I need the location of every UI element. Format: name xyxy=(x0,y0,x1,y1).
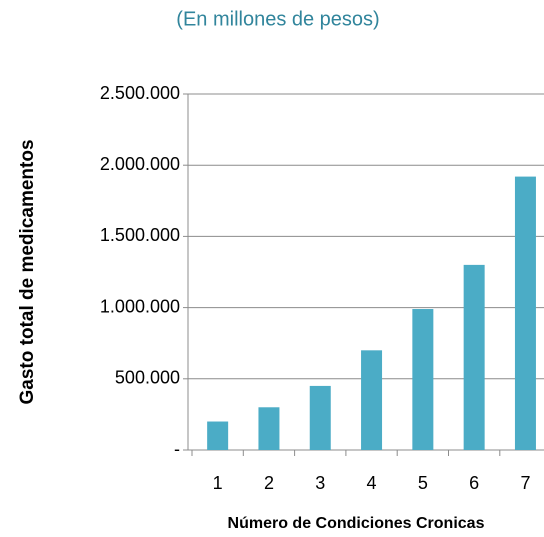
y-axis-label: Gasto total de medicamentos xyxy=(17,139,38,404)
bar xyxy=(258,407,280,450)
y-tick-label: 2.500.000 xyxy=(100,83,180,103)
x-tick-label: 1 xyxy=(213,473,223,493)
x-tick-label: 3 xyxy=(315,473,325,493)
x-tick-label: 5 xyxy=(418,473,428,493)
bar xyxy=(412,309,434,450)
bar xyxy=(207,421,229,450)
x-tick-label: 7 xyxy=(520,473,530,493)
bar xyxy=(309,385,331,450)
y-tick-label: 1.500.000 xyxy=(100,225,180,245)
y-tick-label: 2.000.000 xyxy=(100,154,180,174)
x-tick-label: 6 xyxy=(469,473,479,493)
x-axis-label: Número de Condiciones Cronicas xyxy=(228,515,485,532)
x-tick-label: 4 xyxy=(367,473,377,493)
y-tick-label: 500.000 xyxy=(115,368,180,388)
y-tick-label: - xyxy=(174,439,180,459)
chart-subtitle: (En millones de pesos) xyxy=(176,8,379,30)
bar xyxy=(361,350,383,450)
x-tick-label: 2 xyxy=(264,473,274,493)
bar xyxy=(514,176,536,451)
bar xyxy=(463,264,485,450)
y-tick-label: 1.000.000 xyxy=(100,296,180,316)
